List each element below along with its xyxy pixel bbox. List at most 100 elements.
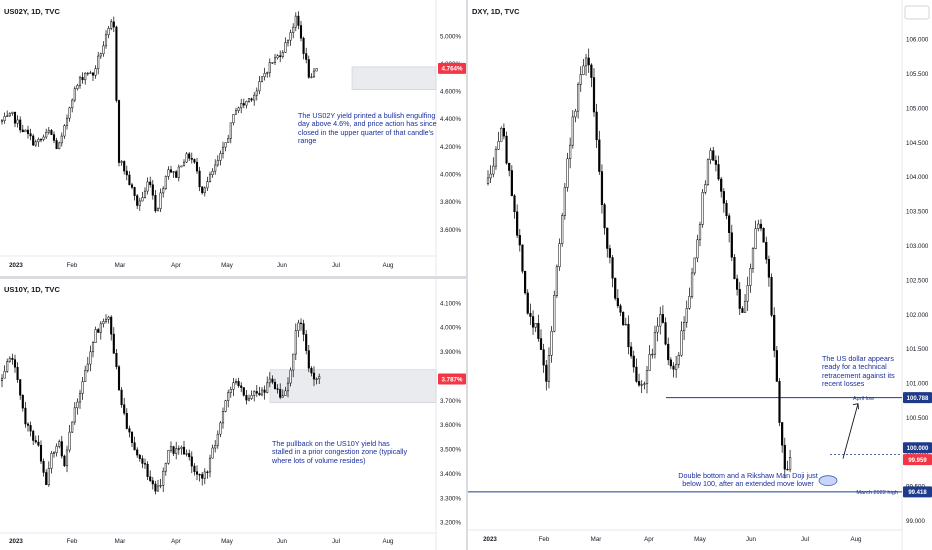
us02y-candle-body [154, 194, 157, 212]
dxy-candle-body [775, 350, 778, 382]
us10y-chart[interactable]: US10Y, 1D, TVC 4.100%4.000%3.900%3.800%3… [0, 279, 466, 550]
dxy-candle-body [751, 248, 755, 269]
us02y-candle-body [164, 176, 167, 189]
us02y-candle-body [21, 129, 24, 133]
us02y-candle-body [175, 171, 178, 178]
dxy-y-tick-label: 105.500 [906, 71, 929, 78]
us10y-candle-body [13, 359, 17, 368]
us10y-candle-body [175, 448, 178, 454]
us10y-candle-body [232, 382, 235, 390]
us02y-candle-body [185, 153, 188, 163]
us10y-candle-body [11, 357, 14, 360]
dxy-candle-body [577, 84, 580, 112]
dxy-y-tick-label: 103.500 [906, 209, 929, 216]
us10y-candle-body [180, 446, 183, 449]
us02y-candle-body [29, 133, 32, 137]
us02y-candle-body [32, 135, 35, 146]
dxy-candle-body [669, 359, 672, 367]
us02y-candle-body [162, 188, 165, 194]
dxy-x-tick-label: May [694, 536, 707, 543]
dxy-candle-body [648, 354, 651, 371]
dxy-candle-body [637, 381, 641, 386]
dxy-retracement-arrow-line [842, 403, 859, 459]
dxy-price-badge-blue [903, 442, 932, 454]
us10y-last-price-label: 3.787% [442, 376, 463, 383]
dxy-candle-body [656, 325, 659, 333]
us02y-candle-body [143, 190, 147, 198]
us10y-candle-body [91, 342, 95, 353]
dxy-candle-body [608, 248, 612, 258]
dxy-candle-body [693, 257, 696, 274]
us10y-candle-body [26, 423, 30, 426]
dxy-annotation-main: The US dollar appears ready for a techni… [822, 355, 895, 389]
us10y-candle-body [156, 485, 160, 492]
dxy-candle-body [616, 298, 619, 307]
us10y-candle-body [50, 453, 53, 469]
dxy-march-high-badge-label: 99.418 [908, 490, 927, 496]
us10y-y-tick-label: 4.100% [440, 300, 461, 307]
us02y-candle-body [81, 77, 84, 81]
dxy-candle-body [611, 257, 614, 279]
us02y-y-tick-label: 4.000% [440, 172, 461, 179]
dxy-candle-body [680, 330, 683, 356]
us02y-x-tick-label: Aug [382, 262, 394, 269]
us10y-candle-body [227, 392, 230, 401]
us10y-candle-body [154, 483, 157, 492]
us10y-x-tick-label: May [221, 538, 234, 545]
us02y-candle-body [167, 169, 170, 177]
us10y-x-tick-label: 2023 [9, 538, 23, 545]
dxy-candle-body [489, 173, 492, 179]
us02y-candle-body [58, 142, 61, 149]
us02y-chart[interactable]: US02Y, 1D, TVC 5.000%4.800%4.600%4.400%4… [0, 0, 466, 276]
us10y-candle-body [120, 389, 123, 406]
dxy-candle-body [558, 243, 561, 268]
dxy-candle-body [510, 170, 513, 196]
dxy-candle-body [781, 422, 784, 446]
us02y-candle-body [263, 73, 266, 78]
us02y-candle-body [8, 113, 11, 117]
dxy-scale-settings-button[interactable] [904, 5, 930, 20]
us10y-candle-body [299, 322, 303, 325]
us02y-candle-body [169, 169, 173, 173]
us10y-candle-body [3, 371, 6, 379]
us02y-candle-body [50, 130, 53, 135]
us10y-candle-body [266, 382, 269, 393]
dxy-candle-body [630, 346, 633, 357]
dxy-candle-body [749, 268, 752, 286]
us02y-candle-body [97, 55, 100, 69]
dxy-candle-body [754, 228, 757, 249]
us10y-candle-body [133, 442, 136, 451]
us10y-candle-body [263, 389, 266, 393]
dxy-candle-body [526, 292, 529, 314]
us02y-candle-body [52, 134, 56, 141]
us10y-candle-body [65, 449, 69, 467]
us10y-y-tick-label: 3.700% [440, 398, 461, 405]
dxy-candle-body [524, 271, 527, 294]
us10y-candle-body [86, 363, 89, 371]
us10y-candle-body [193, 465, 196, 472]
dxy-candle-body [500, 128, 503, 142]
dxy-candle-body [595, 111, 598, 141]
us10y-candle-body [284, 390, 287, 396]
dxy-y-tick-label: 102.500 [906, 277, 929, 284]
us10y-candle-body [312, 372, 316, 380]
us10y-title: US10Y, 1D, TVC [4, 285, 60, 294]
dxy-chart[interactable]: DXY, 1D, TVC April low March 2022 high 10… [468, 0, 932, 550]
us02y-y-tick-label: 4.600% [440, 89, 461, 96]
dxy-candle-body [717, 164, 720, 180]
us02y-candle-body [242, 103, 245, 106]
us02y-x-tick-label: Jul [332, 262, 340, 269]
us02y-candle-body [206, 181, 209, 189]
dxy-candle-body [508, 162, 511, 171]
dxy-candle-body [706, 159, 710, 185]
dxy-candle-body [725, 202, 728, 217]
dxy-candle-body [733, 257, 736, 280]
us10y-candle-body [6, 361, 9, 372]
dxy-candle-body [566, 158, 569, 188]
us02y-candle-body [216, 160, 219, 166]
dxy-candle-body [730, 232, 733, 258]
us02y-candle-body [188, 153, 191, 159]
dxy-y-tick-label: 106.000 [906, 37, 929, 44]
dxy-candle-body [736, 278, 739, 290]
us10y-candle-body [255, 391, 258, 394]
